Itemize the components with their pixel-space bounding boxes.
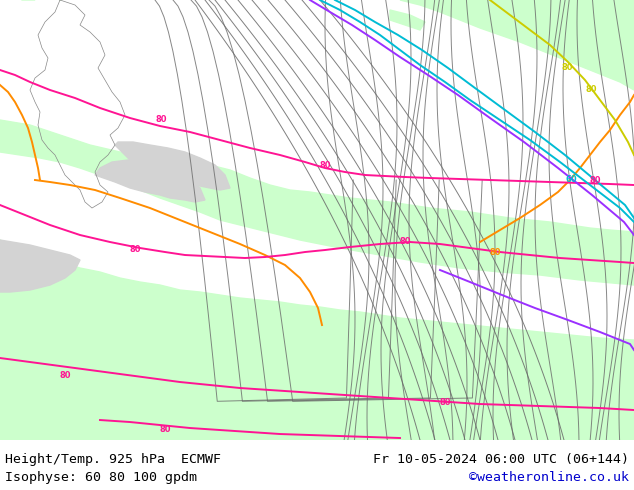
Text: 80: 80 — [490, 248, 501, 257]
Text: 80: 80 — [590, 176, 602, 185]
Text: 60: 60 — [565, 175, 577, 184]
Polygon shape — [400, 0, 634, 90]
Text: 80: 80 — [155, 115, 167, 124]
Text: 80: 80 — [585, 85, 597, 94]
Text: 80: 80 — [60, 371, 72, 380]
Text: 80: 80 — [562, 63, 574, 72]
Text: Height/Temp. 925 hPa  ECMWF: Height/Temp. 925 hPa ECMWF — [5, 453, 221, 466]
Polygon shape — [0, 240, 80, 292]
Text: 80: 80 — [400, 237, 411, 246]
Text: 80: 80 — [440, 398, 451, 407]
Text: 80: 80 — [160, 425, 172, 434]
Polygon shape — [0, 240, 634, 440]
Text: Isophyse: 60 80 100 gpdm: Isophyse: 60 80 100 gpdm — [5, 471, 197, 484]
Polygon shape — [0, 120, 634, 285]
Text: Fr 10-05-2024 06:00 UTC (06+144): Fr 10-05-2024 06:00 UTC (06+144) — [373, 453, 629, 466]
Text: 80: 80 — [320, 161, 332, 170]
Polygon shape — [115, 142, 230, 190]
Polygon shape — [0, 320, 180, 382]
Polygon shape — [390, 10, 425, 30]
Polygon shape — [95, 160, 205, 202]
Text: 80: 80 — [130, 245, 141, 254]
Text: ©weatheronline.co.uk: ©weatheronline.co.uk — [469, 471, 629, 484]
